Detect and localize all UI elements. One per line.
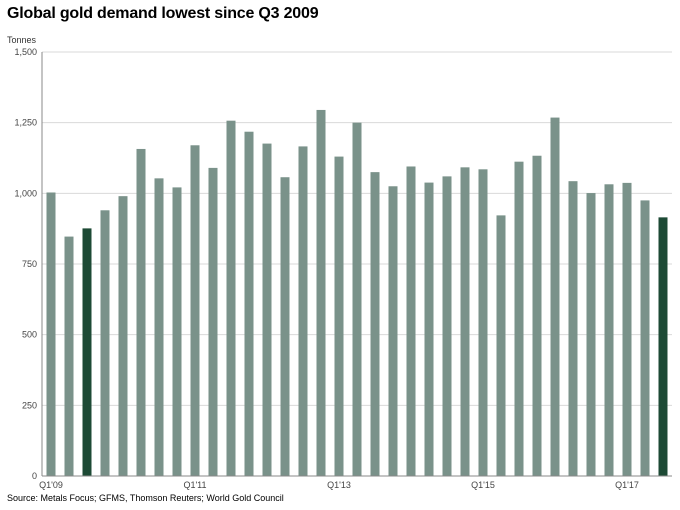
bar-q312	[298, 146, 308, 477]
bar-q117	[622, 182, 632, 476]
bar-q313	[370, 172, 380, 476]
y-tick-labels: 0 250 500 750 1,000 1,250 1,500	[14, 47, 37, 481]
bar-q216	[568, 181, 578, 477]
bar-chart: 0 250 500 750 1,000 1,250 1,500 Q1'09 Q1'11 Q1'1…	[14, 47, 672, 490]
bar-q115	[478, 169, 488, 476]
x-tick-label: Q1'11	[183, 480, 206, 490]
bar-q412	[316, 109, 326, 477]
y-tick-label: 1,250	[14, 118, 37, 128]
bar-q415	[532, 155, 542, 477]
x-tick-labels: Q1'09 Q1'11 Q1'13 Q1'15 Q1'17	[39, 480, 639, 490]
bar-q214	[424, 182, 434, 477]
bar-q310	[154, 178, 164, 477]
bar-q314	[442, 176, 452, 476]
x-tick-label: Q1'17	[615, 480, 639, 490]
bar-q316	[586, 193, 596, 476]
x-tick-label: Q1'09	[39, 480, 63, 490]
bar-q413	[388, 186, 398, 476]
bars	[46, 109, 668, 477]
bar-q410	[172, 187, 182, 476]
bar-q416	[604, 184, 614, 476]
bar-q311	[226, 120, 236, 477]
x-tick-label: Q1'15	[471, 480, 495, 490]
chart-title: Global gold demand lowest since Q3 2009	[7, 5, 319, 22]
bar-q116	[550, 117, 560, 476]
bar-q109	[46, 192, 56, 476]
bar-q317	[658, 217, 668, 477]
y-tick-label: 750	[22, 259, 37, 269]
bar-q114	[406, 166, 416, 477]
x-tick-label: Q1'13	[327, 480, 351, 490]
bar-q409	[100, 210, 110, 476]
bar-q112	[262, 143, 272, 477]
source-note: Source: Metals Focus; GFMS, Thomson Reut…	[7, 493, 284, 503]
bar-q213	[352, 122, 362, 477]
bar-q211	[208, 167, 218, 477]
y-axis-unit: Tonnes	[7, 35, 37, 45]
bar-q113	[334, 156, 344, 476]
axes	[41, 52, 672, 477]
bar-q212	[280, 177, 290, 477]
bar-q309	[82, 228, 92, 476]
bar-q315	[514, 161, 524, 476]
bar-q210	[136, 148, 146, 477]
y-tick-label: 500	[22, 330, 37, 340]
y-tick-label: 0	[32, 471, 37, 481]
y-tick-label: 1,000	[14, 188, 37, 198]
bar-q217	[640, 200, 650, 476]
bar-q215	[496, 215, 506, 476]
bar-q110	[118, 196, 128, 476]
y-tick-label: 250	[22, 400, 37, 410]
bar-q209	[64, 236, 74, 476]
y-tick-label: 1,500	[14, 47, 37, 57]
bar-q111	[190, 145, 200, 476]
bar-q411	[244, 131, 254, 476]
bar-q414	[460, 167, 470, 476]
